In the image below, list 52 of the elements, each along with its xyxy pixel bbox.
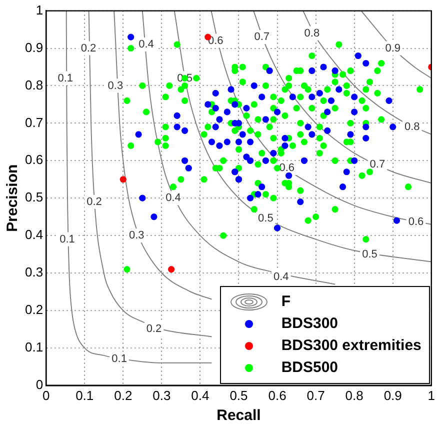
- x-tick-label: 0.9: [384, 388, 402, 403]
- y-tick-label: 0.1: [24, 340, 44, 355]
- x-tick-label: 1: [428, 388, 435, 403]
- annotation: 0.5: [362, 248, 378, 260]
- y-tick-label: 0.4: [24, 227, 44, 242]
- annotation: 0.8: [404, 120, 420, 133]
- y-tick-label: 0.5: [24, 190, 44, 205]
- point: [120, 176, 126, 183]
- annotation: 0.4: [273, 270, 289, 283]
- x-tick-label: 0.3: [152, 388, 171, 403]
- line-series: [360, 10, 432, 79]
- annotation: 0.2: [86, 196, 102, 208]
- y-tick-label: 0.7: [24, 114, 44, 130]
- annotation: 0.1: [112, 353, 127, 366]
- line-series: [253, 10, 432, 184]
- legend-label: BDS500: [281, 358, 338, 378]
- annotation: 0.6: [408, 216, 424, 228]
- x-tick-label: 0.8: [345, 388, 364, 403]
- x-tick-label: 0.2: [114, 388, 132, 403]
- annotation: 0.3: [108, 80, 124, 92]
- y-tick-label: 1: [36, 2, 44, 18]
- y-tick-label: 0.8: [24, 77, 44, 92]
- line-series: [302, 10, 432, 135]
- annotation: 0.2: [80, 42, 96, 54]
- y-tick-label: 0.2: [24, 302, 44, 318]
- annotation: 0.7: [370, 158, 386, 170]
- annotation: 0.9: [385, 42, 400, 54]
- y-tick-label: 0.9: [24, 40, 44, 55]
- y-axis-title: Precision: [4, 164, 22, 232]
- annotation: 0.4: [138, 38, 154, 51]
- x-tick-label: 0.5: [230, 388, 248, 403]
- point: [168, 266, 175, 273]
- annotation: 0.8: [304, 27, 320, 40]
- x-tick-label: 0.1: [76, 388, 94, 403]
- annotation: 0.6: [279, 162, 295, 174]
- annotation: 0.1: [58, 72, 73, 84]
- annotation: 0.3: [128, 230, 144, 242]
- annotation: 0.5: [258, 212, 274, 225]
- annotation: 0.2: [146, 323, 162, 336]
- legend-label: BDS300: [281, 314, 338, 334]
- annotation: 0.7: [254, 31, 270, 44]
- x-axis-title: Recall: [216, 407, 261, 424]
- annotation: 0.4: [166, 192, 181, 204]
- x-tick-label: 0.7: [306, 388, 325, 403]
- x-tick-label: 0.4: [191, 388, 210, 403]
- legend-label: BDS300 extremities: [281, 336, 422, 356]
- annotation: 0.1: [60, 233, 75, 246]
- y-tick-label: 0.3: [24, 264, 44, 280]
- y-tick-label: 0: [36, 376, 44, 392]
- x-tick-label: 0.6: [268, 388, 286, 403]
- y-tick-label: 0.6: [24, 152, 44, 168]
- legend-label: F: [281, 292, 290, 312]
